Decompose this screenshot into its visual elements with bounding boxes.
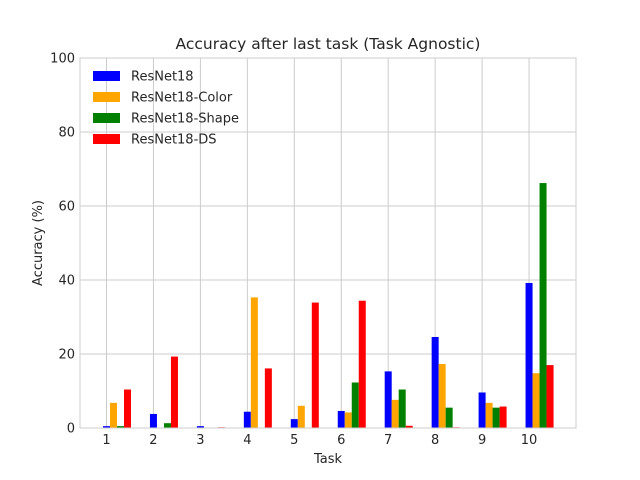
x-tick-label: 2 bbox=[149, 433, 157, 448]
legend: ResNet18 ResNet18-Color ResNet18-Shape ResN… bbox=[93, 70, 239, 148]
bar-resnet18-task-5 bbox=[290, 419, 298, 428]
x-axis-label: Task bbox=[313, 452, 343, 467]
bar-resnet18-ds-task-10 bbox=[546, 365, 554, 428]
bar-resnet18-shape-task-10 bbox=[539, 183, 547, 428]
x-tick-label: 3 bbox=[196, 433, 204, 448]
bar-resnet18-shape-task-1 bbox=[117, 426, 124, 428]
bar-resnet18-shape-task-6 bbox=[351, 382, 359, 428]
bar-resnet18-ds-task-1 bbox=[124, 389, 131, 428]
chart-title: Accuracy after last task (Task Agnostic) bbox=[176, 35, 481, 53]
bar-resnet18-shape-task-2 bbox=[163, 423, 171, 428]
x-tick-label: 7 bbox=[384, 433, 392, 448]
bar-resnet18-ds-task-6 bbox=[358, 300, 366, 428]
bar-resnet18-task-9 bbox=[478, 392, 486, 428]
bar-resnet18-task-7 bbox=[384, 371, 392, 428]
bar-resnet18-color-task-9 bbox=[485, 402, 493, 428]
bar-resnet18-shape-task-9 bbox=[492, 407, 500, 428]
y-tick-label: 20 bbox=[58, 348, 75, 363]
plot-background bbox=[80, 58, 576, 428]
bar-resnet18-ds-task-5 bbox=[311, 302, 319, 428]
grid bbox=[80, 57, 576, 429]
y-tick-label: 40 bbox=[58, 274, 75, 289]
legend-swatch bbox=[93, 92, 120, 102]
bar-resnet18-shape-task-8 bbox=[445, 407, 453, 428]
bar-resnet18-task-2 bbox=[149, 413, 157, 428]
x-tick-label: 5 bbox=[290, 433, 298, 448]
y-tick-label: 60 bbox=[58, 200, 75, 215]
bar-resnet18-ds-task-9 bbox=[499, 406, 507, 428]
x-tick-label: 10 bbox=[521, 433, 538, 448]
plot-frame bbox=[79, 57, 577, 429]
bar-resnet18-task-1 bbox=[103, 426, 110, 428]
bar-resnet18-task-4 bbox=[243, 411, 251, 428]
bar-resnet18-ds-task-2 bbox=[170, 356, 178, 428]
legend-label: ResNet18-Shape bbox=[131, 112, 239, 127]
legend-swatch bbox=[93, 113, 120, 123]
legend-swatch bbox=[93, 134, 120, 144]
legend-label: ResNet18 bbox=[131, 70, 194, 85]
legend-label: ResNet18-DS bbox=[131, 133, 217, 148]
x-tick-labels: 1 2 3 4 5 6 7 8 9 10 bbox=[102, 433, 537, 448]
bar-resnet18-color-task-4 bbox=[250, 297, 258, 428]
bar-resnet18-task-3 bbox=[196, 426, 204, 428]
bar-resnet18-shape-task-7 bbox=[398, 389, 406, 428]
bar-resnet18-color-task-8 bbox=[438, 363, 446, 428]
y-axis-label: Accuracy (%) bbox=[31, 200, 46, 286]
x-tick-label: 1 bbox=[102, 433, 110, 448]
bar-resnet18-task-6 bbox=[337, 410, 345, 428]
bar-resnet18-task-10 bbox=[525, 282, 533, 428]
bar-resnet18-color-task-6 bbox=[344, 412, 352, 428]
y-tick-label: 0 bbox=[67, 422, 75, 437]
bar-resnet18-task-8 bbox=[431, 336, 439, 428]
y-tick-labels: 0 20 40 60 80 100 bbox=[50, 52, 75, 437]
x-tick-label: 9 bbox=[478, 433, 486, 448]
x-tick-label: 4 bbox=[243, 433, 251, 448]
x-tick-label: 8 bbox=[431, 433, 439, 448]
bars bbox=[103, 183, 554, 428]
x-tick-label: 6 bbox=[337, 433, 345, 448]
bar-resnet18-color-task-5 bbox=[297, 405, 305, 428]
bar-resnet18-color-task-7 bbox=[391, 399, 399, 428]
bar-resnet18-ds-task-7 bbox=[405, 425, 413, 428]
legend-swatch bbox=[93, 71, 120, 81]
y-tick-label: 80 bbox=[58, 126, 75, 141]
y-tick-label: 100 bbox=[50, 52, 75, 67]
bar-resnet18-color-task-10 bbox=[532, 373, 540, 428]
legend-label: ResNet18-Color bbox=[131, 91, 233, 106]
bar-resnet18-color-task-1 bbox=[110, 402, 117, 428]
bar-resnet18-ds-task-4 bbox=[264, 368, 272, 428]
